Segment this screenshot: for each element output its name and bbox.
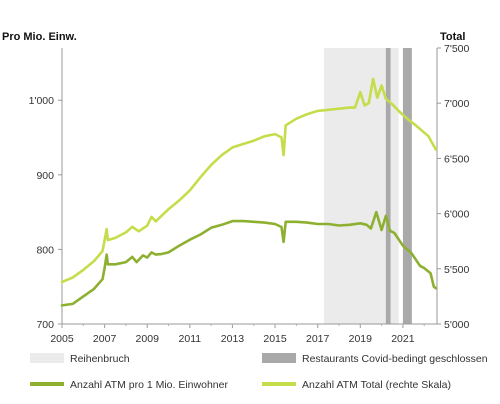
legend-label: Anzahl ATM Total (rechte Skala) (302, 379, 451, 391)
chart-series (60, 77, 438, 307)
x-tick-label: 2017 (306, 333, 330, 345)
legend-swatch-box (30, 353, 64, 363)
x-tick-label: 2015 (263, 333, 287, 345)
x-tick-label: 2005 (50, 333, 74, 345)
legend: Reihenbruch Restaurants Covid-bedingt ges… (30, 353, 488, 391)
right-tick-label: 5'000 (444, 319, 470, 331)
left-tick-label: 900 (36, 170, 54, 182)
x-tick-label: 2011 (179, 333, 202, 345)
legend-label: Anzahl ATM pro 1 Mio. Einwohner (70, 379, 228, 391)
x-tick-label: 2007 (93, 333, 117, 345)
left-tick-label: 1'000 (29, 95, 55, 107)
x-tick-label: 2021 (391, 333, 415, 345)
legend-label: Reihenbruch (70, 353, 130, 365)
right-tick-label: 7'000 (444, 98, 470, 110)
right-tick-label: 6'500 (444, 153, 470, 165)
right-tick-label: 6'000 (444, 209, 470, 221)
legend-label: Restaurants Covid-bedingt geschlossen (302, 353, 488, 365)
series-line-atm-per-million (60, 210, 438, 307)
right-tick-label: 5'500 (444, 264, 470, 276)
right-axis-title: Total (440, 31, 465, 43)
x-tick-label: 2009 (136, 333, 160, 345)
legend-swatch-box (262, 353, 296, 363)
covid-closure-band-2 (402, 48, 412, 324)
x-tick-label: 2013 (221, 333, 245, 345)
series-line-atm-total (60, 77, 438, 284)
x-tick-label: 2019 (349, 333, 373, 345)
chart-axes: 2005 2007 2009 2011 2013 2015 2017 2019 2021 700 8… (29, 43, 470, 345)
left-tick-label: 700 (36, 319, 54, 331)
shaded-periods (324, 48, 412, 324)
left-axis-title: Pro Mio. Einw. (2, 31, 77, 43)
covid-closure-band-1 (385, 48, 391, 324)
left-tick-label: 800 (36, 244, 54, 256)
right-tick-label: 7'500 (444, 43, 470, 55)
